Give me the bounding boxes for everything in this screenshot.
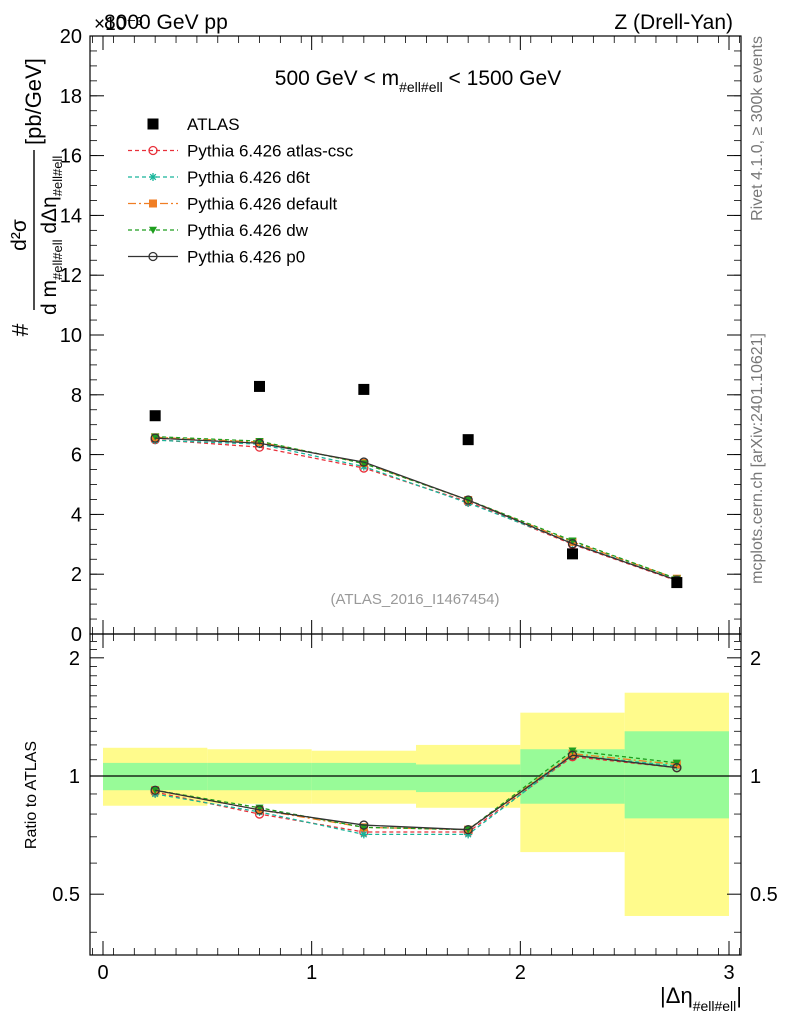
data-point	[358, 383, 370, 395]
data-point	[254, 380, 265, 392]
y-axis-label: # d²σ d m#ell#ell dΔη#ell#ell [pb/GeV]	[7, 58, 65, 336]
ratio-point-4	[359, 820, 369, 830]
y-tick-label: 8	[71, 385, 82, 407]
rivet-label: Rivet 4.1.0, ≥ 300k events	[749, 36, 766, 221]
plot-title-sub: #ell#ell	[399, 79, 443, 95]
y-axis-label-den-b: dΔη	[38, 196, 61, 239]
main-panel: 0 2 4 6 8 10 12 14 16 18 20	[60, 26, 742, 646]
analysis-id: (ATLAS_2016_I1467454)	[330, 591, 499, 608]
ratio-y-axis-label: Ratio to ATLAS	[23, 741, 40, 849]
ratio-line-3	[155, 750, 677, 831]
series-point-3	[151, 433, 160, 441]
legend-label-atlas: ATLAS	[187, 115, 240, 134]
y-tick-label: 10	[60, 325, 82, 347]
data-point	[149, 410, 161, 422]
scale-label: ×10⁻³	[94, 14, 143, 35]
ratio-point-4	[463, 825, 473, 835]
y-tick-label: 6	[71, 445, 82, 467]
legend-marker-2	[149, 199, 157, 208]
ratio-point-4	[672, 763, 682, 773]
process-label: Z (Drell-Yan)	[614, 11, 733, 34]
y-tick-label: 2	[71, 564, 82, 586]
series-line-4	[155, 437, 678, 581]
series-point-4	[463, 495, 473, 505]
ratio-tick-label-left: 2	[69, 648, 80, 670]
energy-label: 8000 GeV pp	[104, 11, 228, 34]
legend-marker-1	[149, 173, 157, 181]
y-axis-label-den-sub2: #ell#ell	[50, 156, 65, 197]
ratio-band-green	[416, 764, 521, 793]
ratio-tick-label-left: 0.5	[52, 884, 80, 906]
ratio-panel: 0 1 2 3 0.5 0.5 1 1 2 2	[52, 633, 778, 984]
series-point-4	[254, 438, 265, 448]
legend-marker-0	[148, 145, 158, 156]
legend-label-4: Pythia 6.426 p0	[187, 248, 305, 267]
x-tick-label: 0	[97, 962, 108, 984]
ratio-tick-label-right: 2	[750, 648, 761, 670]
series-line-1	[155, 439, 678, 581]
legend-marker-4	[148, 251, 158, 262]
ratio-point-4	[150, 785, 160, 795]
x-tick-label: 1	[306, 962, 317, 984]
data-point	[671, 577, 683, 589]
series-point-4	[567, 539, 578, 549]
y-axis-label-numerator: d²σ	[8, 219, 31, 251]
y-tick-label: 20	[60, 26, 82, 48]
ratio-point-1-stroke	[360, 831, 368, 838]
legend-label-1: Pythia 6.426 d6t	[187, 168, 310, 187]
legend-label-3: Pythia 6.426 dw	[187, 221, 309, 240]
ratio-point-4	[254, 805, 265, 815]
y-tick-label: 16	[60, 146, 82, 168]
legend: ATLAS Pythia 6.426 atlas-csc Pythia 6.426 …	[128, 115, 354, 267]
ratio-tick-label-right: 1	[750, 766, 761, 788]
series-point-4	[150, 433, 160, 443]
ratio-point-1	[359, 830, 368, 839]
legend-label-2: Pythia 6.426 default	[187, 195, 338, 214]
ratio-frame	[89, 633, 742, 956]
y-tick-label: 12	[60, 265, 82, 287]
x-tick-label: 2	[515, 962, 526, 984]
x-axis-label-main: |Δη	[660, 983, 693, 1008]
y-axis-label-den-a: d m	[38, 280, 61, 315]
y-tick-label: 14	[60, 205, 82, 227]
plot-title: 500 GeV < m#ell#ell < 1500 GeV	[275, 67, 561, 95]
series-point-4	[359, 457, 369, 467]
y-tick-label: 0	[71, 624, 82, 646]
data-point	[567, 548, 578, 560]
data-point	[462, 434, 474, 446]
series-line-3	[155, 436, 678, 580]
plot-title-left: 500 GeV < m	[275, 67, 399, 90]
series-line-2	[155, 436, 678, 580]
legend-marker-1-stroke	[149, 173, 157, 181]
legend-marker-3	[149, 226, 157, 234]
y-axis-label-hash: #	[7, 323, 33, 336]
ratio-line-4	[155, 754, 677, 831]
y-tick-label: 18	[60, 86, 82, 108]
mcplots-label: mcplots.cern.ch [arXiv:2401.10621]	[749, 333, 766, 584]
ratio-band-green	[624, 731, 729, 819]
ratio-tick-label-right: 0.5	[750, 884, 778, 906]
y-axis-label-denominator: d m#ell#ell dΔη#ell#ell	[38, 156, 65, 315]
series-point-3	[568, 537, 577, 545]
y-axis-label-den-sub: #ell#ell	[50, 239, 65, 280]
x-axis-label: |Δη#ell#ell|	[660, 983, 742, 1014]
y-axis-label-unit: [pb/GeV]	[21, 58, 46, 145]
ratio-point-3	[359, 824, 368, 832]
legend-label-0: Pythia 6.426 atlas-csc	[187, 142, 354, 161]
x-axis-label-close: |	[736, 983, 742, 1008]
x-axis-label-sub: #ell#ell	[693, 998, 737, 1014]
plot-title-right: < 1500 GeV	[443, 67, 562, 90]
x-tick-label: 3	[723, 962, 734, 984]
ratio-point-4	[567, 750, 578, 760]
series-line-0	[155, 439, 678, 582]
legend-marker-atlas	[147, 118, 159, 130]
ratio-tick-label-left: 1	[69, 766, 80, 788]
y-tick-label: 4	[71, 504, 82, 526]
ratio-line-0	[155, 756, 677, 833]
